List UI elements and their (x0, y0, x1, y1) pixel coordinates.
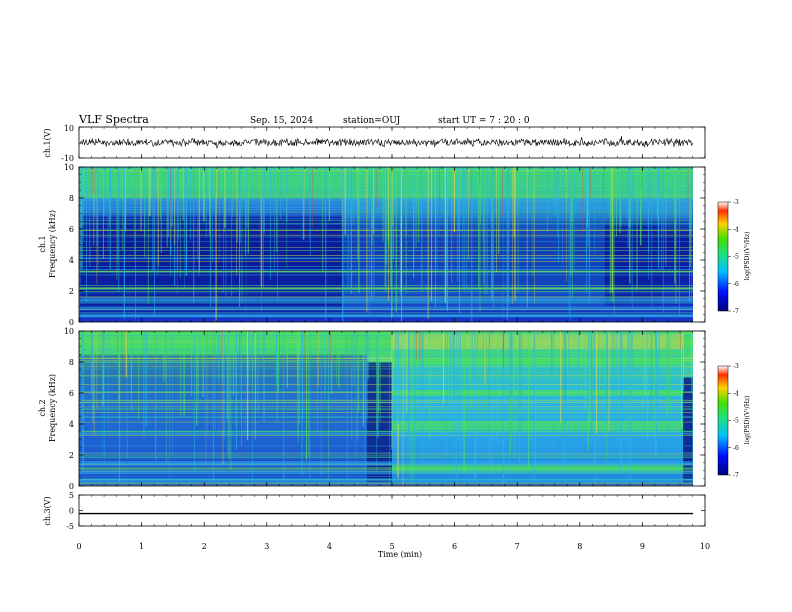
ch1-waveform-panel: 10 -10 ch.1(V) (43, 124, 706, 163)
spec-ytick-label: 0 (69, 482, 74, 491)
colorbar-tick-label: -7 (733, 308, 739, 315)
ch3-ytick-label: 0 (69, 507, 74, 516)
spec-ytick-label: 8 (69, 194, 74, 203)
ch1-ytick-bottom: -10 (61, 154, 74, 163)
x-tick-label: 4 (327, 542, 332, 551)
ch2-colorbar: -3 -4 -5 -6 -7 log(PSD)(V²/Hz) (717, 363, 751, 479)
x-tick-label: 8 (577, 542, 582, 551)
spec-ytick-label: 6 (69, 389, 74, 398)
ch3-ytick-label: 5 (69, 491, 74, 500)
x-tick-label: 1 (139, 542, 144, 551)
spec-ytick-label: 0 (69, 318, 74, 327)
x-tick-label: 5 (389, 542, 394, 551)
x-axis-label: Time (min) (378, 550, 422, 559)
station-label: station=OUJ (343, 116, 401, 126)
start-ut-label: start UT = 7 : 20 : 0 (438, 116, 530, 126)
colorbar-tick-label: -5 (733, 418, 739, 425)
ch3-waveform-panel: 5 0 -5 ch.3(V) (43, 491, 706, 531)
figure-title: VLF Spectra (78, 113, 149, 126)
ch2-spectrogram-image (79, 331, 693, 486)
spec-ytick-label: 10 (64, 163, 74, 172)
colorbar-tick-label: -4 (733, 390, 739, 397)
date-label: Sep. 15, 2024 (250, 116, 313, 126)
colorbar-tick-label: -6 (733, 281, 739, 288)
x-tick-label: 7 (515, 542, 520, 551)
ch1-ylabel: ch.1(V) (43, 128, 52, 157)
ch1-waveform-trace (78, 136, 694, 149)
x-tick-label: 10 (700, 542, 710, 551)
ch1-spec-channel-label: ch.1 (38, 235, 47, 252)
ch2-spec-channel-label: ch.2 (38, 399, 47, 416)
colorbar-tick-label: -4 (733, 226, 739, 233)
x-tick-label: 9 (640, 542, 645, 551)
ch2-colorbar-label: log(PSD)(V²/Hz) (744, 396, 751, 445)
ch2-spec-ylabel: Frequency (kHz) (48, 374, 57, 442)
ch1-ytick-top: 10 (64, 124, 74, 133)
colorbar-tick-label: -7 (733, 472, 739, 479)
x-tick-label: 3 (264, 542, 269, 551)
spec-ytick-label: 4 (69, 256, 74, 265)
colorbar-tick-label: -6 (733, 445, 739, 452)
ch1-spectrogram-image (79, 167, 693, 322)
x-tick-label: 2 (202, 542, 207, 551)
ch1-colorbar: -3 -4 -5 -6 -7 log(PSD)(V²/Hz) (717, 199, 751, 315)
x-axis: 0 1 2 3 4 5 6 7 8 9 10 (76, 127, 710, 551)
spec-ytick-label: 2 (69, 451, 74, 460)
ch1-spectrogram-panel: 0 2 4 6 8 10 ch.1 Frequency (kHz) (38, 163, 706, 327)
colorbar-tick-label: -5 (733, 254, 739, 261)
colorbar-tick-label: -3 (733, 363, 739, 370)
spec-ytick-label: 6 (69, 225, 74, 234)
ch3-ylabel: ch.3(V) (43, 496, 52, 525)
spec-ytick-label: 4 (69, 420, 74, 429)
spec-ytick-label: 10 (64, 327, 74, 336)
x-tick-label: 6 (452, 542, 457, 551)
ch3-ytick-label: -5 (66, 522, 74, 531)
ch1-spec-ylabel: Frequency (kHz) (48, 210, 57, 278)
x-tick-label: 0 (76, 542, 81, 551)
spec-ytick-label: 2 (69, 287, 74, 296)
spec-ytick-label: 8 (69, 358, 74, 367)
ch2-spectrogram-panel: 0 2 4 6 8 10 ch.2 Frequency (kHz) (38, 327, 706, 491)
ch1-colorbar-label: log(PSD)(V²/Hz) (744, 232, 751, 281)
colorbar-tick-label: -3 (733, 199, 739, 206)
